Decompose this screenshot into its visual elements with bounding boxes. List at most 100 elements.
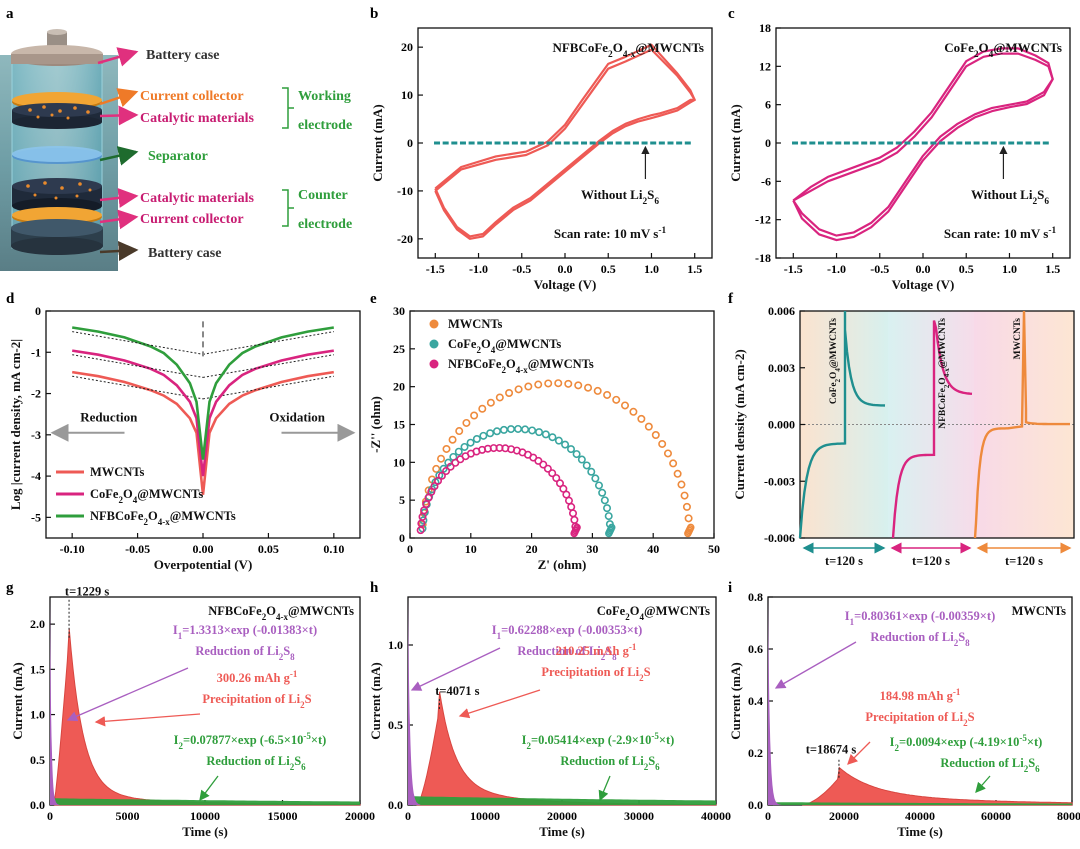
x-tick-label: 1.0	[644, 262, 659, 276]
nyquist-point	[598, 488, 607, 497]
tafel-curve-1	[71, 370, 335, 495]
nyquist-point	[506, 425, 515, 434]
no-li2s6-dot	[835, 141, 842, 145]
y-tick-label: -2	[31, 387, 41, 401]
annotation-li2s6: Reduction of Li2S6	[560, 754, 660, 772]
nyquist-point	[479, 431, 488, 440]
nyquist-point	[682, 502, 691, 511]
nyquist-point	[577, 455, 586, 464]
nyquist-point	[569, 509, 578, 518]
nyquist-point	[566, 445, 575, 454]
segment-label-nfb: NFBCoFe2O4-x@MWCNTs	[938, 318, 951, 429]
y-axis-label: Current (mA)	[368, 662, 383, 739]
panel-letter-a: a	[6, 6, 14, 22]
nyquist-point	[470, 411, 479, 420]
x-tick-label: 15000	[268, 809, 298, 823]
nyquist-point	[582, 461, 591, 470]
y-tick-label: 0.5	[388, 718, 403, 732]
x-tick-label: 0.0	[916, 262, 931, 276]
nyquist-tail-point	[573, 523, 581, 532]
annotation-li2s8: Reduction of Li2S8	[195, 644, 295, 662]
no-li2s6-dot	[913, 141, 920, 145]
annotation-scan-rate: Scan rate: 10 mV s-1	[554, 226, 667, 241]
x-tick-label: 60000	[981, 809, 1011, 823]
x-tick-label: 10	[465, 542, 477, 556]
nyquist-point	[663, 449, 672, 458]
legend-label: CoFe2O4@MWCNTs	[90, 487, 203, 505]
annotation-i1: I1=0.80361×exp (-0.00359×t)	[845, 609, 996, 627]
nyquist-point	[591, 474, 600, 483]
annotation-without-li2s6: Without Li2S6	[971, 187, 1049, 207]
label-current-collector-bottom: Current collector	[140, 212, 244, 227]
nyquist-point	[637, 414, 646, 423]
label-electrode-bottom: electrode	[298, 217, 352, 232]
no-li2s6-dot	[939, 141, 946, 145]
no-li2s6-dot	[982, 141, 989, 145]
y-tick-label: 1.5	[30, 662, 45, 676]
annotation-capacity: 184.98 mAh g-1	[880, 687, 961, 703]
annotation-li2s8: Reduction of Li2S8	[517, 644, 617, 662]
no-li2s6-dot	[537, 141, 544, 145]
no-li2s6-dot	[434, 141, 441, 145]
y-tick-label: 0.6	[748, 642, 763, 656]
y-axis-label: Current density (mA cm-2)	[732, 349, 747, 499]
x-tick-label: 20000	[829, 809, 859, 823]
no-li2s6-dot	[887, 141, 894, 145]
arrow-li2s8	[66, 667, 189, 722]
nyquist-point	[548, 433, 557, 442]
arrow-case-bottom	[99, 240, 139, 261]
duration-label: t=120 s	[912, 554, 950, 568]
y-tick-label: 0	[407, 136, 413, 150]
y-axis-label: Log |current density, mA cm-2|	[8, 339, 23, 510]
nyquist-point	[434, 476, 443, 485]
nyquist-point	[534, 380, 543, 389]
nyquist-point	[593, 386, 602, 395]
no-li2s6-dot	[800, 141, 807, 145]
y-tick-label: 1.0	[388, 638, 403, 652]
no-li2s6-dot	[1016, 141, 1023, 145]
no-li2s6-dot	[930, 141, 937, 145]
label-current-collector-top: Current collector	[140, 89, 244, 104]
x-axis-label: Z' (ohm)	[538, 557, 587, 572]
x-tick-label: 40000	[701, 809, 731, 823]
segment-label-mwcnt: MWCNTs	[1013, 318, 1023, 360]
nyquist-point	[552, 474, 561, 483]
no-li2s6-dot	[921, 141, 928, 145]
arrow-collector-bottom	[99, 209, 139, 230]
y-tick-label: -6	[761, 174, 771, 188]
counter-bracket	[282, 189, 294, 227]
catalytic-top	[12, 103, 102, 117]
current-trace-cofe	[798, 311, 886, 539]
segment-background	[888, 311, 974, 538]
nyquist-point	[521, 425, 530, 434]
x-tick-label: -1.5	[784, 262, 803, 276]
arrow-case-top	[97, 47, 139, 67]
x-tick-label: 30000	[624, 809, 654, 823]
no-li2s6-dot	[809, 141, 816, 145]
nyquist-point	[486, 429, 495, 438]
nyquist-point	[446, 462, 455, 471]
nyquist-point	[554, 379, 563, 388]
x-tick-label: 10000	[470, 809, 500, 823]
no-li2s6-dot	[1025, 141, 1032, 145]
x-axis-label: Overpotential (V)	[154, 557, 253, 572]
arrow-li2s6	[199, 775, 219, 802]
nyquist-point	[442, 467, 451, 476]
x-tick-label: 0	[47, 809, 53, 823]
nyquist-point	[462, 418, 471, 427]
peak-time-label: t=18674 s	[806, 743, 857, 757]
no-li2s6-dot	[861, 141, 868, 145]
annotation-without-li2s6: Without Li2S6	[581, 187, 659, 207]
nyquist-point	[492, 427, 501, 436]
x-tick-label: 10000	[190, 809, 220, 823]
x-tick-label: 1.0	[1002, 262, 1017, 276]
y-tick-label: -0.006	[764, 531, 795, 545]
no-li2s6-dot	[990, 141, 997, 145]
y-axis-label: Current (mA)	[370, 104, 385, 181]
annotation-li2s: Precipitation of Li2S	[202, 692, 311, 710]
no-li2s6-dot	[459, 141, 466, 145]
li2s6-reduction-area	[50, 798, 360, 805]
y-tick-label: 0.4	[748, 694, 763, 708]
nyquist-point	[644, 422, 653, 431]
legend-marker	[429, 339, 439, 349]
